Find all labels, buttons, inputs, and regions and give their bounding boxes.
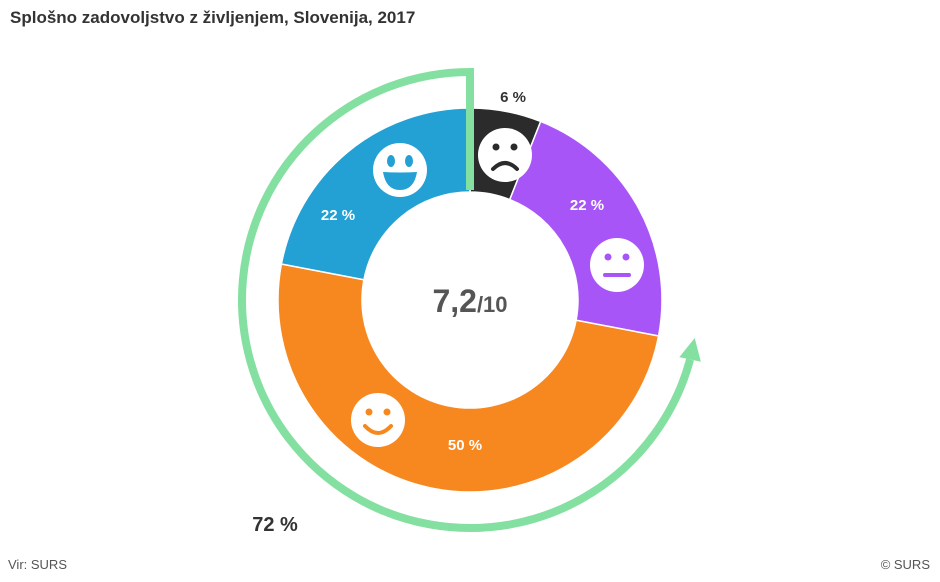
- copyright-note: © SURS: [880, 557, 930, 572]
- arrowhead-icon: [679, 337, 701, 362]
- highlight-arc: [238, 67, 694, 532]
- slice-label: 50 %: [448, 437, 482, 454]
- source-note: Vir: SURS: [8, 557, 67, 572]
- slice-label: 6 %: [500, 89, 526, 106]
- donut-slice: [280, 107, 471, 281]
- highlight-label: 72 %: [252, 514, 298, 536]
- slice-label: 22 %: [570, 197, 604, 214]
- center-score: 7,2/10: [432, 283, 507, 319]
- sad-face-icon: [478, 128, 532, 182]
- donut-slice: [508, 120, 663, 337]
- smiling-face-icon: [351, 393, 405, 447]
- chart-title: Splošno zadovoljstvo z življenjem, Slove…: [10, 8, 416, 27]
- laughing-face-icon: [373, 143, 427, 197]
- neutral-face-icon: [590, 238, 644, 292]
- slice-label: 22 %: [321, 207, 355, 224]
